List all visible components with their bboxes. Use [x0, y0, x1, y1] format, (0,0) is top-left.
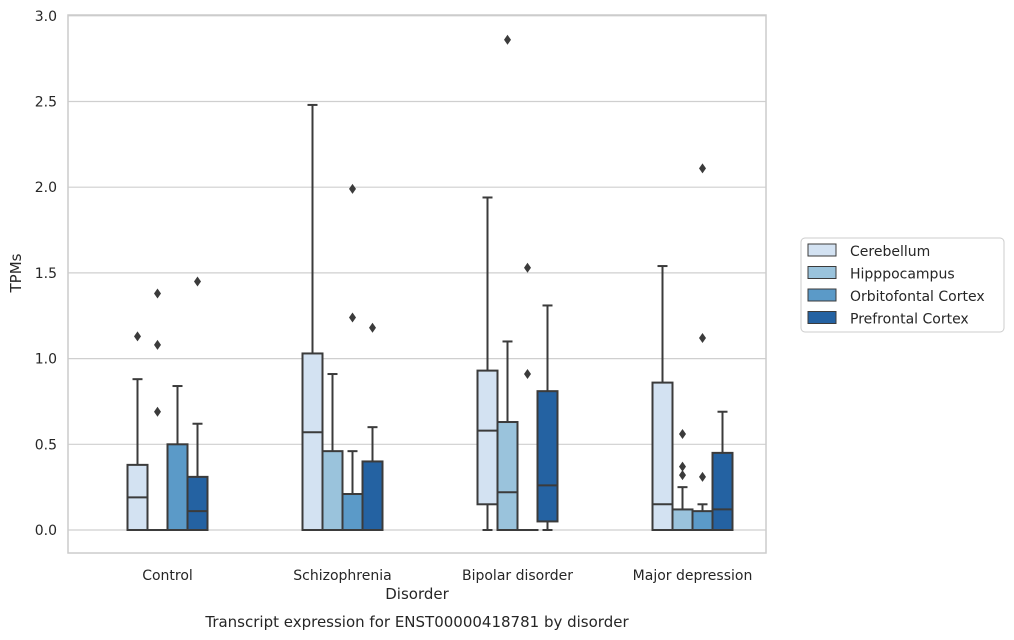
outlier-marker	[369, 322, 376, 333]
box-rect	[186, 475, 209, 531]
box-prefrontal-cortex	[536, 304, 559, 531]
outlier-marker	[679, 429, 686, 440]
chart-caption: Transcript expression for ENST0000041878…	[204, 613, 629, 631]
outlier-marker	[524, 369, 531, 380]
box-hipppocampus	[146, 288, 169, 532]
box-rect	[691, 510, 714, 531]
outlier-marker	[134, 331, 141, 342]
outlier-marker	[154, 339, 161, 350]
box-cerebellum	[651, 265, 674, 532]
outlier-marker	[679, 470, 686, 481]
outlier-marker	[194, 276, 201, 287]
box-rect	[651, 381, 674, 532]
box-rect	[496, 421, 519, 532]
box-prefrontal-cortex	[186, 276, 209, 531]
box-rect	[476, 369, 499, 506]
legend-swatch	[807, 288, 837, 302]
box-rect	[301, 352, 324, 532]
legend-swatch	[807, 311, 837, 324]
y-tick-label: 3.0	[35, 9, 57, 25]
outlier-marker	[699, 471, 706, 482]
outlier-marker	[524, 262, 531, 273]
y-tick-label: 1.5	[35, 266, 57, 282]
legend-swatch	[807, 243, 837, 257]
y-tick-label: 0.5	[35, 437, 57, 453]
box-hipppocampus	[321, 373, 344, 532]
legend-label: Cerebellum	[850, 244, 930, 260]
box-groups	[126, 34, 734, 532]
legend-label: Orbitofontal Cortex	[850, 289, 985, 305]
box-rect	[341, 493, 364, 532]
box-orbitofontal-cortex	[166, 385, 189, 531]
box-prefrontal-cortex	[361, 322, 384, 531]
outlier-marker	[349, 312, 356, 323]
x-axis-ticks: Control Schizophrenia Bipolar disorder Majo…	[142, 568, 752, 584]
outlier-marker	[679, 461, 686, 472]
y-tick-label: 1.0	[35, 352, 57, 368]
legend-swatch	[807, 266, 837, 279]
outlier-marker	[699, 163, 706, 174]
box-rect	[536, 390, 559, 523]
x-tick-label: Bipolar disorder	[462, 568, 573, 584]
legend-label: Prefrontal Cortex	[850, 312, 969, 328]
box-hipppocampus	[496, 34, 519, 532]
box-prefrontal-cortex	[711, 410, 734, 531]
box-rect	[711, 451, 734, 531]
box-cerebellum	[301, 103, 324, 532]
x-tick-label: Schizophrenia	[293, 568, 391, 584]
box-rect	[671, 508, 694, 532]
y-tick-label: 0.0	[35, 523, 57, 539]
x-axis-label: Disorder	[385, 585, 449, 603]
outlier-marker	[699, 333, 706, 344]
box-rect	[361, 460, 384, 531]
outlier-marker	[154, 406, 161, 417]
box-cerebellum	[476, 196, 499, 531]
outlier-marker	[154, 288, 161, 299]
box-cerebellum	[126, 331, 149, 532]
legend-label: Hipppocampus	[850, 267, 955, 283]
x-tick-label: Control	[142, 568, 193, 584]
outlier-marker	[349, 183, 356, 194]
box-rect	[321, 450, 344, 532]
y-axis-ticks: 0.0 0.5 1.0 1.5 2.0 2.5 3.0	[35, 9, 57, 539]
y-axis-label: TPMs	[7, 253, 25, 293]
x-tick-label: Major depression	[633, 568, 753, 584]
box-rect	[166, 443, 189, 531]
outlier-marker	[504, 34, 511, 45]
box-orbitofontal-cortex	[516, 262, 539, 532]
box-orbitofontal-cortex	[341, 183, 364, 532]
legend-frame	[800, 237, 1005, 333]
y-tick-label: 2.0	[35, 180, 57, 196]
legend: Cerebellum Hipppocampus Orbitofontal Corte…	[800, 237, 1005, 333]
plot-frame	[67, 14, 767, 554]
y-tick-label: 2.5	[35, 95, 57, 111]
